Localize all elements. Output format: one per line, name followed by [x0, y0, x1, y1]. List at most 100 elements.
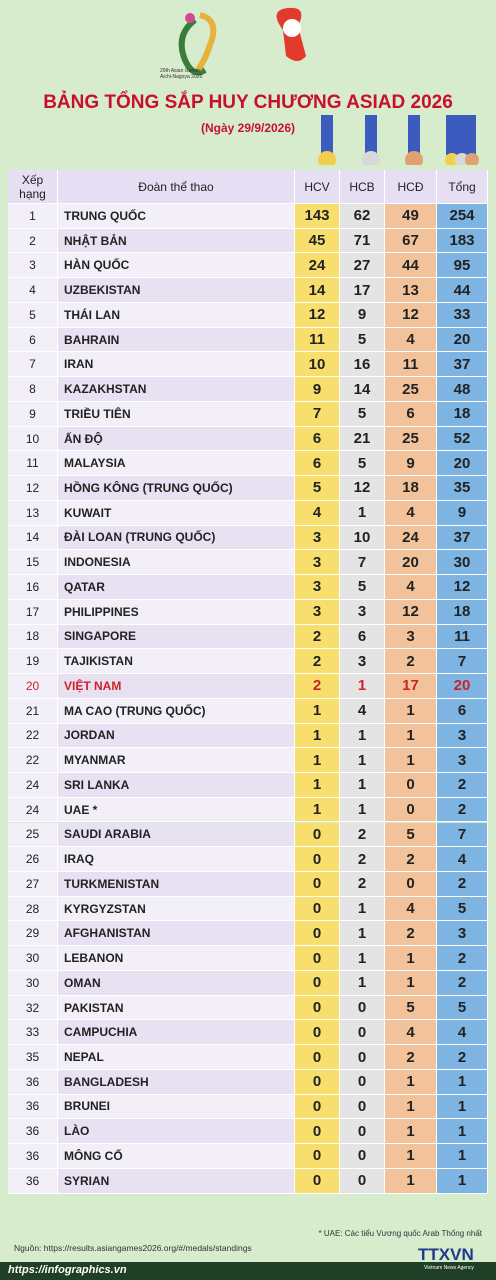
silver-cell: 10 [340, 525, 385, 551]
bronze-cell: 0 [385, 797, 437, 823]
rank-cell: 33 [8, 1020, 58, 1046]
gold-cell: 1 [295, 797, 340, 823]
gold-cell: 45 [295, 228, 340, 254]
rank-cell: 13 [8, 500, 58, 526]
gold-cell: 14 [295, 278, 340, 303]
silver-cell: 5 [340, 451, 385, 477]
mascot-face [283, 19, 301, 37]
site: https://infographics.vn [8, 1264, 127, 1276]
silver-cell: 1 [340, 946, 385, 971]
country-cell: BAHRAIN [58, 327, 295, 353]
bronze-cell: 5 [385, 995, 437, 1021]
rank-cell: 24 [8, 797, 58, 823]
rank-cell: 22 [8, 748, 58, 773]
silver-cell: 21 [340, 426, 385, 452]
bronze-cell: 2 [385, 649, 437, 675]
gold-cell: 0 [295, 1168, 340, 1194]
gold-cell: 24 [295, 253, 340, 279]
rank-cell: 19 [8, 649, 58, 675]
gold-cell: 0 [295, 847, 340, 872]
silver-cell: 71 [340, 228, 385, 254]
rank-cell: 36 [8, 1144, 58, 1169]
country-cell: VIỆT NAM [58, 674, 295, 699]
total-cell: 5 [437, 995, 488, 1021]
rank-cell: 30 [8, 970, 58, 996]
silver-cell: 17 [340, 278, 385, 303]
silver-cell: 1 [340, 970, 385, 996]
silver-cell: 6 [340, 624, 385, 650]
rank-cell: 12 [8, 476, 58, 501]
total-cell: 30 [437, 550, 488, 576]
total-cell: 4 [437, 1020, 488, 1046]
bronze-cell: 25 [385, 426, 437, 452]
silver-cell: 0 [340, 1069, 385, 1095]
total-cell: 2 [437, 797, 488, 823]
country-cell: OMAN [58, 970, 295, 996]
gold-cell: 0 [295, 896, 340, 922]
silver-cell: 1 [340, 748, 385, 773]
total-cell: 12 [437, 575, 488, 600]
bronze-cell: 0 [385, 773, 437, 798]
total-cell: 7 [437, 649, 488, 675]
bronze-cell: 1 [385, 946, 437, 971]
gold-cell: 1 [295, 748, 340, 773]
total-cell: 35 [437, 476, 488, 501]
country-cell: ẤN ĐỘ [58, 426, 295, 452]
country-cell: HÀN QUỐC [58, 253, 295, 279]
rank-cell: 16 [8, 575, 58, 600]
country-cell: INDONESIA [58, 550, 295, 576]
silver-cell: 16 [340, 352, 385, 378]
total-cell: 37 [437, 352, 488, 378]
total-cell: 33 [437, 302, 488, 328]
silver-cell: 14 [340, 377, 385, 402]
rank-cell: 27 [8, 871, 58, 897]
total-cell: 11 [437, 624, 488, 650]
gold-cell: 11 [295, 327, 340, 353]
gold-cell: 0 [295, 1045, 340, 1070]
bronze-cell: 1 [385, 1119, 437, 1145]
country-cell: IRAQ [58, 847, 295, 872]
gold-cell: 4 [295, 500, 340, 526]
country-cell: NHẬT BẢN [58, 228, 295, 254]
total-cell: 44 [437, 278, 488, 303]
logo-shape [178, 17, 207, 76]
silver-cell: 0 [340, 995, 385, 1021]
rank-cell: 9 [8, 401, 58, 427]
silver-cell: 27 [340, 253, 385, 279]
bronze-cell: 1 [385, 723, 437, 749]
bronze-cell: 20 [385, 550, 437, 576]
bronze-cell: 2 [385, 847, 437, 872]
rank-cell: 20 [8, 674, 58, 699]
total-cell: 3 [437, 723, 488, 749]
country-cell: ĐÀI LOAN (TRUNG QUỐC) [58, 525, 295, 551]
logo-line: Aichi-Nagoya 2026 [160, 74, 203, 80]
silver-cell: 62 [340, 204, 385, 229]
country-cell: SINGAPORE [58, 624, 295, 650]
silver-cell: 1 [340, 773, 385, 798]
silver-cell: 0 [340, 1020, 385, 1046]
total-cell: 183 [437, 228, 488, 254]
gold-cell: 3 [295, 599, 340, 625]
total-cell: 1 [437, 1069, 488, 1095]
silver-cell: 0 [340, 1119, 385, 1145]
gold-cell: 9 [295, 377, 340, 402]
bronze-cell: 1 [385, 748, 437, 773]
silver-cell: 1 [340, 500, 385, 526]
gold-cell: 0 [295, 822, 340, 848]
silver-cell: 5 [340, 327, 385, 353]
silver-cell: 5 [340, 575, 385, 600]
header-art [178, 7, 479, 165]
rank-cell: 21 [8, 698, 58, 724]
logo-text: 20th Asian Games Aichi-Nagoya 2026 [160, 68, 202, 80]
country-cell: LEBANON [58, 946, 295, 971]
brand-sub: Vietnam News Agency [424, 1265, 474, 1271]
silver-cell: 4 [340, 698, 385, 724]
total-cell: 37 [437, 525, 488, 551]
country-cell: TRUNG QUỐC [58, 204, 295, 229]
rank-cell: 36 [8, 1119, 58, 1145]
silver-cell: 1 [340, 797, 385, 823]
silver-cell: 1 [340, 674, 385, 699]
rank-cell: 1 [8, 204, 58, 229]
silver-cell: 0 [340, 1045, 385, 1070]
gold-cell: 1 [295, 698, 340, 724]
